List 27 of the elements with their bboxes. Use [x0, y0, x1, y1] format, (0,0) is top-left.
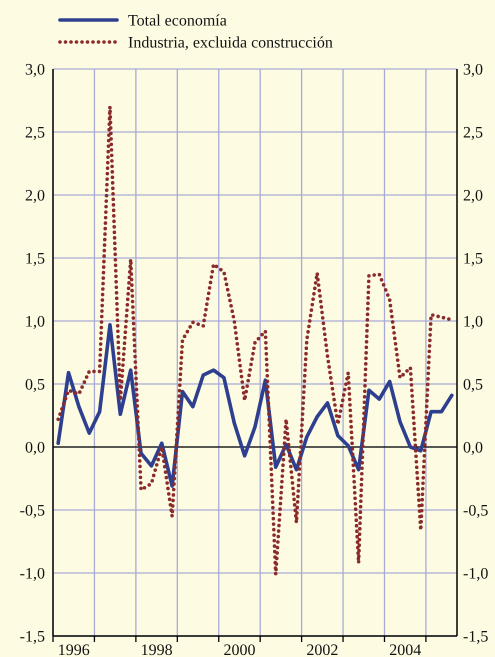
y-tick-label: 0,0	[25, 440, 45, 457]
legend-label: Total economía	[128, 12, 227, 30]
x-tick-label: 2004	[389, 642, 422, 657]
y-tick-label: -0,5	[20, 502, 45, 520]
legend-label: Industria, excluida construcción	[128, 34, 333, 52]
y2-tick-label: 2,5	[463, 124, 483, 142]
y2-tick-label: -1,0	[463, 566, 488, 583]
x-tick-label: 2000	[223, 642, 256, 657]
y-tick-label: -1,5	[20, 628, 45, 646]
y-tick-label: 1,5	[25, 250, 45, 268]
y2-tick-label: 0,0	[463, 440, 483, 457]
y2-tick-label: 2,0	[463, 188, 483, 205]
y2-tick-label: 3,0	[463, 62, 483, 79]
y2-tick-label: 1,5	[463, 250, 483, 268]
y-tick-label: 3,0	[25, 62, 45, 79]
y2-tick-label: 1,0	[463, 314, 483, 331]
y-tick-label: 0,5	[25, 376, 45, 394]
y-tick-label: -1,0	[20, 566, 45, 583]
y-tick-label: 1,0	[25, 314, 45, 331]
x-tick-label: 1996	[58, 642, 90, 657]
y-tick-label: 2,5	[25, 124, 45, 142]
y2-tick-label: -1,5	[463, 628, 488, 646]
y-tick-label: 2,0	[25, 188, 45, 205]
x-tick-label: 1998	[140, 642, 173, 657]
y2-tick-label: -0,5	[463, 502, 488, 520]
x-tick-label: 2002	[306, 642, 338, 657]
y2-tick-label: 0,5	[463, 376, 483, 394]
